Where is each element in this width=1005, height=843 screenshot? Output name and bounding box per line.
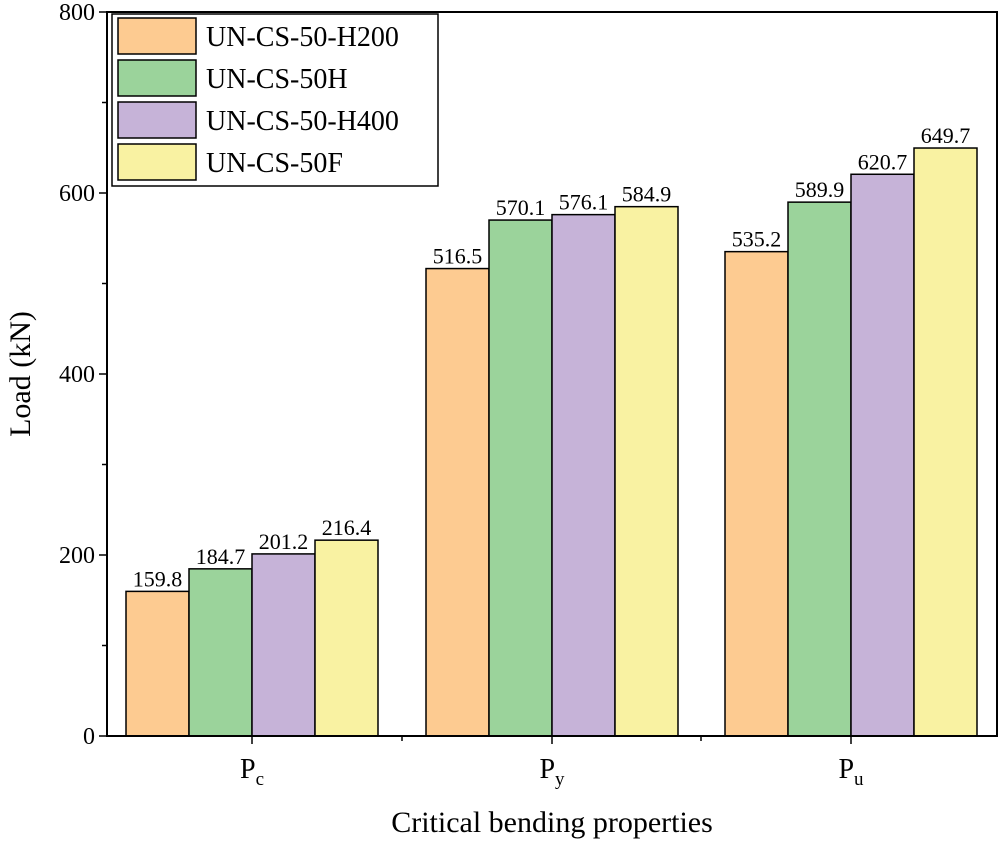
bar-un-cs-50f-pc xyxy=(314,539,379,737)
bars-layer xyxy=(125,147,978,737)
value-label: 535.2 xyxy=(732,227,782,252)
value-label: 159.8 xyxy=(133,566,183,591)
bar-un-cs-50-h200-pc xyxy=(125,590,190,737)
bar-un-cs-50f-pu xyxy=(913,147,978,737)
x-tick-label: Pu xyxy=(838,754,864,790)
y-tick-label: 600 xyxy=(59,181,95,207)
y-tick-label: 400 xyxy=(59,362,95,388)
legend-swatch xyxy=(117,101,197,139)
legend-label: UN-CS-50-H400 xyxy=(206,106,399,137)
value-label: 216.4 xyxy=(322,515,372,540)
legend-label: UN-CS-50F xyxy=(206,148,343,179)
y-tick-label: 0 xyxy=(83,724,95,750)
ticks-layer: Pc Py Pu 0 200 400 600 800 xyxy=(59,0,864,790)
value-label: 576.1 xyxy=(559,190,609,215)
legend-label: UN-CS-50-H200 xyxy=(206,22,399,53)
value-label: 584.9 xyxy=(622,182,672,207)
value-label: 184.7 xyxy=(196,544,246,569)
bar-un-cs-50-h400-pu xyxy=(850,173,915,737)
x-tick-label: Py xyxy=(539,754,565,790)
y-tick-label: 800 xyxy=(59,0,95,26)
legend: UN-CS-50-H200 UN-CS-50H UN-CS-50-H400 UN-CS… xyxy=(111,13,439,187)
y-tick-label: 200 xyxy=(59,543,95,569)
value-label: 589.9 xyxy=(795,177,845,202)
bar-un-cs-50h-pc xyxy=(188,568,253,737)
y-axis-title: Load (kN) xyxy=(4,311,37,437)
bar-un-cs-50f-py xyxy=(614,205,679,737)
value-label: 570.1 xyxy=(496,195,546,220)
value-label: 201.2 xyxy=(259,529,309,554)
legend-swatch xyxy=(117,59,197,97)
bar-un-cs-50h-py xyxy=(488,219,553,737)
x-tick-label: Pc xyxy=(240,754,264,790)
legend-label: UN-CS-50H xyxy=(206,64,348,95)
value-label: 620.7 xyxy=(858,149,908,174)
value-labels-layer: 159.8 184.7 201.2 216.4 516.5 570.1 576.1 584.9… xyxy=(133,123,971,591)
legend-swatch xyxy=(117,143,197,181)
bar-un-cs-50-h200-pu xyxy=(724,250,789,737)
bar-un-cs-50h-pu xyxy=(787,201,852,737)
value-label: 649.7 xyxy=(921,123,971,148)
bar-un-cs-50-h400-py xyxy=(551,213,616,737)
value-label: 516.5 xyxy=(433,244,483,269)
legend-swatch xyxy=(117,17,197,55)
bar-un-cs-50-h200-py xyxy=(425,267,490,737)
bar-un-cs-50-h400-pc xyxy=(251,553,316,737)
x-axis-title: Critical bending properties xyxy=(391,806,713,839)
